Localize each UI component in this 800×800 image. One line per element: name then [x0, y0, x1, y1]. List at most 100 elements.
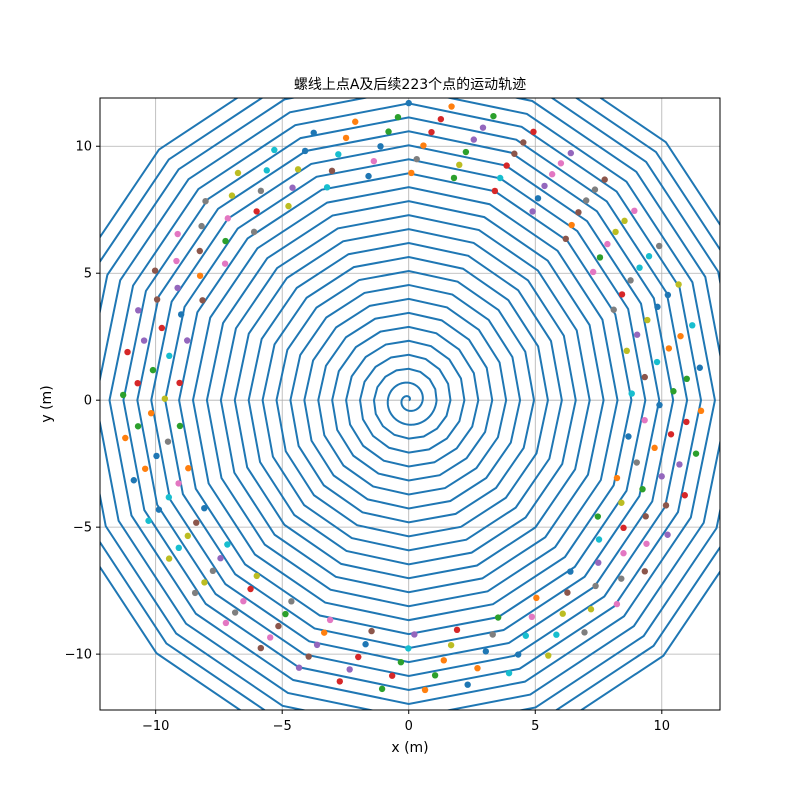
trajectory-point	[641, 373, 648, 381]
trajectory-point	[224, 215, 232, 222]
trajectory-point	[601, 176, 608, 183]
trajectory-point	[564, 589, 571, 596]
trajectory-point	[642, 513, 649, 520]
trajectory-point	[145, 517, 152, 524]
trajectory-point	[368, 627, 375, 635]
trajectory-point	[155, 506, 163, 513]
trajectory-point	[479, 124, 487, 131]
trajectory-point	[528, 613, 536, 621]
trajectory-point	[135, 307, 142, 314]
trajectory-point	[234, 169, 242, 177]
trajectory-point	[266, 634, 274, 641]
trajectory-point	[496, 174, 504, 182]
trajectory-point	[474, 664, 481, 672]
trajectory-point	[621, 217, 628, 225]
trajectory-point	[153, 296, 161, 303]
trajectory-point	[633, 331, 641, 338]
trajectory-point	[689, 322, 696, 329]
trajectory-point	[405, 99, 412, 107]
y-tick-label: −10	[65, 648, 92, 663]
trajectory-point	[557, 160, 565, 167]
trajectory-point	[620, 550, 627, 557]
trajectory-point	[656, 401, 663, 409]
trajectory-point	[618, 291, 626, 298]
trajectory-point	[328, 167, 336, 175]
trajectory-point	[596, 254, 604, 261]
trajectory-point	[122, 434, 129, 442]
trajectory-point	[627, 277, 634, 284]
trajectory-point	[618, 575, 625, 582]
trajectory-point	[153, 452, 160, 460]
trajectory-point	[275, 622, 282, 630]
trajectory-point	[683, 375, 690, 383]
trajectory-point	[440, 657, 447, 664]
y-tick-label: 10	[75, 140, 92, 155]
trajectory-point	[595, 559, 602, 566]
trajectory-point	[594, 513, 602, 520]
trajectory-point	[196, 272, 204, 279]
trajectory-point	[641, 568, 649, 575]
trajectory-point	[124, 348, 131, 356]
trajectory-point	[610, 306, 617, 313]
trajectory-point	[174, 284, 181, 292]
trajectory-point	[437, 115, 445, 123]
trajectory-point	[604, 240, 611, 248]
trajectory-point	[282, 610, 289, 618]
trajectory-point	[301, 147, 309, 155]
trajectory-point	[447, 641, 455, 649]
trajectory-point	[224, 541, 231, 548]
trajectory-point	[313, 641, 321, 649]
trajectory-point	[365, 172, 372, 180]
trajectory-point	[119, 391, 127, 399]
trajectory-point	[633, 459, 640, 466]
trajectory-point	[310, 129, 317, 136]
trajectory-point	[681, 492, 688, 499]
trajectory-point	[388, 672, 396, 679]
trajectory-point	[323, 184, 331, 191]
trajectory-point	[431, 672, 439, 679]
trajectory-point	[534, 195, 542, 202]
trajectory-point	[664, 531, 671, 538]
trajectory-point	[228, 192, 236, 199]
x-tick-label: 10	[654, 719, 671, 734]
trajectory-point	[662, 502, 670, 509]
trajectory-point	[653, 358, 661, 366]
trajectory-point	[628, 390, 635, 397]
trajectory-point	[470, 136, 477, 143]
trajectory-point	[201, 579, 208, 586]
trajectory-point	[294, 166, 302, 173]
trajectory-point	[665, 345, 673, 352]
x-tick-label: 0	[405, 719, 413, 734]
trajectory-point	[529, 208, 536, 215]
trajectory-point	[295, 664, 303, 671]
trajectory-point	[644, 316, 651, 324]
trajectory-point	[677, 332, 684, 340]
trajectory-point	[548, 171, 556, 178]
x-tick-label: −10	[142, 719, 169, 734]
trajectory-point	[667, 431, 675, 438]
trajectory-point	[217, 555, 224, 562]
trajectory-point	[641, 416, 648, 424]
trajectory-point	[321, 629, 328, 636]
trajectory-point	[342, 134, 350, 142]
trajectory-point	[482, 648, 490, 655]
trajectory-point	[134, 423, 142, 430]
trajectory-point	[352, 118, 359, 125]
trajectory-point	[559, 610, 566, 617]
plot-area	[100, 98, 720, 710]
trajectory-point	[346, 666, 353, 673]
trajectory-point	[589, 268, 597, 276]
trajectory-point	[288, 598, 295, 605]
x-tick-label: 5	[531, 719, 539, 734]
trajectory-point	[176, 379, 183, 387]
trajectory-point	[613, 474, 621, 482]
trajectory-point	[257, 644, 265, 652]
trajectory-point	[253, 208, 260, 215]
trajectory-point	[165, 494, 173, 501]
trajectory-point	[421, 686, 429, 694]
trajectory-point	[541, 182, 548, 190]
trajectory-point	[222, 619, 230, 627]
trajectory-point	[503, 162, 510, 169]
trajectory-point	[247, 585, 254, 593]
